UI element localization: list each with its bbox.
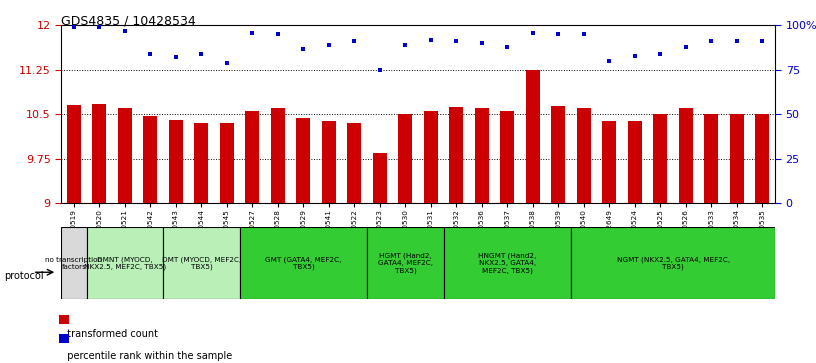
Text: HGMT (Hand2,
GATA4, MEF2C,
TBX5): HGMT (Hand2, GATA4, MEF2C, TBX5): [378, 253, 433, 274]
Bar: [398, 114, 412, 203]
Bar: [679, 109, 693, 203]
Bar: [194, 123, 208, 203]
Bar: [756, 114, 769, 203]
Point: [399, 42, 412, 48]
Text: transformed count: transformed count: [61, 329, 158, 339]
Point: [552, 31, 565, 37]
Point: [374, 67, 387, 73]
Bar: [654, 114, 667, 203]
Bar: [730, 114, 744, 203]
Point: [246, 30, 259, 36]
Text: DMT (MYOCD, MEF2C,
TBX5): DMT (MYOCD, MEF2C, TBX5): [162, 256, 241, 270]
Point: [170, 54, 183, 60]
Point: [450, 38, 463, 44]
Bar: [118, 109, 132, 203]
Bar: [322, 122, 336, 203]
Bar: [424, 111, 438, 203]
Bar: [348, 123, 361, 203]
FancyBboxPatch shape: [571, 227, 775, 299]
FancyBboxPatch shape: [240, 227, 367, 299]
FancyBboxPatch shape: [367, 227, 444, 299]
Point: [144, 51, 157, 57]
Point: [322, 42, 335, 48]
Text: no transcription
factors: no transcription factors: [46, 257, 103, 270]
Text: percentile rank within the sample: percentile rank within the sample: [61, 351, 233, 361]
Bar: [526, 70, 540, 203]
Point: [705, 38, 718, 44]
Bar: [450, 107, 463, 203]
Bar: [59, 315, 69, 324]
Text: GMT (GATA4, MEF2C,
TBX5): GMT (GATA4, MEF2C, TBX5): [265, 256, 342, 270]
Bar: [92, 104, 106, 203]
Bar: [602, 122, 616, 203]
Bar: [169, 120, 183, 203]
Text: protocol: protocol: [4, 271, 44, 281]
Point: [272, 31, 285, 37]
Point: [756, 38, 769, 44]
Point: [424, 37, 437, 42]
Point: [603, 58, 616, 64]
Point: [680, 44, 693, 50]
Bar: [475, 109, 489, 203]
Point: [93, 24, 106, 30]
Point: [348, 38, 361, 44]
Point: [578, 31, 591, 37]
Bar: [67, 105, 81, 203]
Bar: [246, 111, 259, 203]
Point: [220, 60, 233, 66]
Text: GDS4835 / 10428534: GDS4835 / 10428534: [61, 15, 196, 28]
Bar: [577, 109, 591, 203]
Bar: [500, 111, 514, 203]
Text: DMNT (MYOCD,
NKX2.5, MEF2C, TBX5): DMNT (MYOCD, NKX2.5, MEF2C, TBX5): [84, 256, 166, 270]
Text: HNGMT (Hand2,
NKX2.5, GATA4,
MEF2C, TBX5): HNGMT (Hand2, NKX2.5, GATA4, MEF2C, TBX5…: [478, 253, 537, 274]
Bar: [220, 123, 234, 203]
Point: [654, 51, 667, 57]
Bar: [704, 114, 718, 203]
Point: [195, 51, 208, 57]
Bar: [552, 106, 565, 203]
Point: [297, 46, 310, 52]
Point: [628, 53, 641, 58]
FancyBboxPatch shape: [61, 227, 86, 299]
Point: [118, 28, 131, 34]
Point: [476, 40, 489, 46]
Bar: [373, 153, 387, 203]
Point: [68, 24, 81, 30]
Point: [526, 30, 539, 36]
FancyBboxPatch shape: [86, 227, 163, 299]
FancyBboxPatch shape: [444, 227, 571, 299]
Point: [730, 38, 743, 44]
Bar: [144, 116, 157, 203]
FancyBboxPatch shape: [163, 227, 240, 299]
Bar: [628, 122, 642, 203]
Bar: [271, 109, 285, 203]
Bar: [296, 118, 310, 203]
Point: [501, 44, 514, 50]
Bar: [59, 334, 69, 343]
Text: NGMT (NKX2.5, GATA4, MEF2C,
TBX5): NGMT (NKX2.5, GATA4, MEF2C, TBX5): [617, 256, 730, 270]
